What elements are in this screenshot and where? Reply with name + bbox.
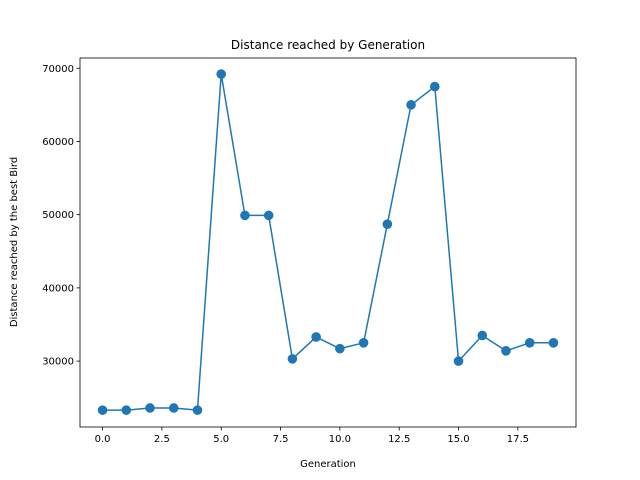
x-tick-label: 0.0 (95, 434, 111, 445)
x-tick-label: 15.0 (447, 434, 469, 445)
data-point (524, 338, 535, 348)
x-tick-label: 10.0 (329, 434, 351, 445)
data-point (216, 69, 227, 79)
data-point (429, 81, 440, 92)
y-tick-label: 60000 (42, 137, 74, 148)
data-point (97, 405, 108, 415)
data-point (263, 210, 274, 221)
data-point (382, 219, 393, 229)
data-point (145, 403, 155, 413)
x-tick-label: 5.0 (213, 434, 229, 445)
data-point (240, 210, 250, 221)
data-point (311, 332, 321, 342)
plot-area (80, 58, 576, 427)
y-tick-label: 40000 (42, 283, 74, 294)
data-point (548, 338, 559, 348)
y-tick-label: 30000 (42, 357, 74, 368)
data-point (192, 405, 203, 415)
x-axis-label: Generation (300, 459, 356, 470)
series-layer (97, 69, 559, 415)
x-tick-label: 17.5 (507, 434, 529, 445)
x-tick-label: 2.5 (154, 434, 170, 445)
x-tick-label: 7.5 (273, 434, 289, 445)
data-point (453, 356, 464, 366)
y-tick-label: 70000 (42, 64, 74, 75)
y-tick-label: 50000 (42, 210, 74, 221)
plot-frame (79, 57, 577, 428)
plot-background (80, 58, 576, 427)
data-point (477, 330, 488, 341)
data-point (335, 343, 345, 354)
x-axis: 0.0 2.5 5.0 7.5 10.0 12.5 15.0 17.5 (95, 427, 529, 445)
x-tick-label: 12.5 (388, 434, 410, 445)
y-axis: 30000 40000 50000 60000 70000 (42, 64, 80, 368)
data-point (168, 403, 179, 413)
data-point (501, 346, 511, 356)
y-axis-label: Distance reached by the best Bird (9, 157, 20, 327)
chart-title: Distance reached by Generation (231, 38, 425, 52)
data-point (406, 100, 416, 110)
data-point (287, 354, 298, 364)
data-point (121, 405, 132, 415)
data-point (358, 338, 369, 348)
